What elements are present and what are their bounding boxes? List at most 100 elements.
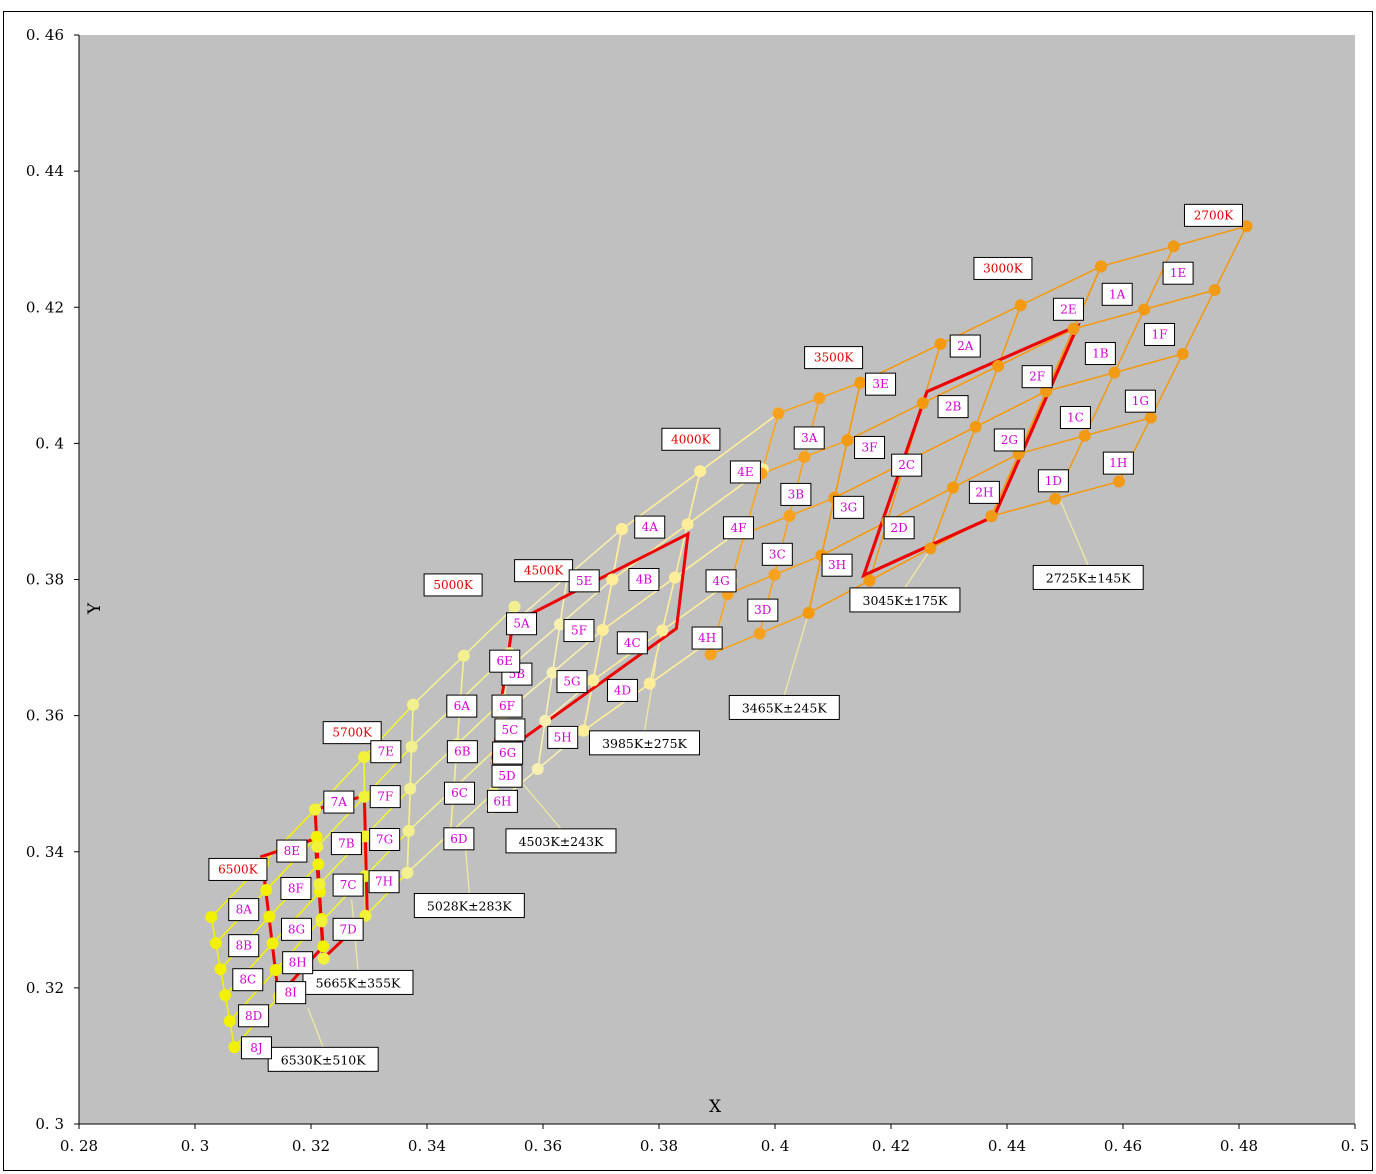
cct-label-box	[322, 721, 382, 745]
bin-label-box	[446, 740, 478, 764]
bin-label: 1A	[1109, 287, 1126, 301]
bin-label: 4A	[642, 520, 659, 534]
mesh-point	[1240, 220, 1253, 233]
bin-label-box	[1102, 451, 1134, 475]
bin-label-box	[228, 898, 260, 922]
bin-label: 4F	[730, 521, 746, 535]
bin-label-box	[280, 877, 312, 901]
bin-label: 2G	[1001, 433, 1018, 447]
bin-label-box	[854, 435, 886, 459]
range-label: 2725K±145K	[1046, 570, 1131, 585]
bin-labels: 6500K 5700K 5000K 4500K 4000K 3500K 3000K 2700K…	[208, 203, 1243, 1072]
bin-label: 3H	[828, 558, 846, 572]
mesh-row-line	[834, 390, 1047, 499]
y-axis-label: Y	[85, 602, 105, 615]
bin-label-box	[993, 428, 1025, 452]
y-tick-label: 0. 3	[35, 1115, 64, 1133]
mesh-point	[309, 803, 322, 816]
bin-label: 6B	[454, 745, 471, 759]
bin-label: 1G	[1132, 394, 1149, 408]
bin-label: 1B	[1092, 347, 1109, 361]
bin-label: 5F	[571, 624, 587, 638]
bin-label-box	[634, 515, 666, 539]
bin-label-box	[616, 631, 648, 655]
bin-label: 3A	[801, 431, 818, 445]
mesh-point	[1040, 385, 1053, 398]
bin-label-box	[370, 740, 402, 764]
bin-label-box	[276, 839, 308, 863]
bin-label-box	[486, 789, 518, 813]
range-label-box	[413, 893, 525, 919]
x-tick-label: 0. 3	[181, 1137, 210, 1155]
bin-label: 6F	[499, 699, 515, 713]
mesh-point	[656, 624, 669, 637]
x-tick-label: 0. 44	[988, 1137, 1026, 1155]
range-leader	[643, 661, 657, 731]
range-label: 3985K±275K	[602, 736, 687, 751]
bin-label-box	[491, 694, 523, 718]
mesh-point	[1138, 303, 1151, 316]
bin-label-box	[883, 516, 915, 540]
axes: 0. 28 0. 3 0. 32 0. 34 0. 36 0. 38 0. 4 0. 42 0.…	[26, 26, 1369, 1155]
bin-label-box	[240, 1036, 272, 1060]
bin-label: 8B	[235, 939, 252, 953]
bin-label: 4E	[737, 465, 753, 479]
bin-label: 1F	[1152, 327, 1168, 341]
mesh-point	[205, 911, 218, 924]
mesh-point	[1112, 475, 1125, 488]
bin-label-box	[628, 568, 660, 591]
x-tick-label: 0. 34	[408, 1137, 446, 1155]
mesh-point	[813, 392, 826, 405]
y-tick-label: 0. 42	[26, 298, 64, 316]
mesh-point	[798, 450, 811, 463]
cct-label-box	[661, 427, 721, 451]
mesh-point	[969, 420, 982, 433]
x-tick-label: 0. 32	[292, 1137, 330, 1155]
bin-label: 4G	[712, 574, 729, 588]
bin-label-box	[443, 827, 475, 851]
mesh-point	[863, 574, 876, 587]
mesh-point	[358, 790, 371, 803]
mesh-point	[1108, 366, 1121, 379]
bin-label-box	[491, 764, 523, 788]
bin-label: 7A	[331, 795, 348, 809]
range-label-box	[302, 969, 414, 995]
bin-label-box	[547, 725, 579, 749]
mesh-point	[577, 724, 590, 737]
bin-label-box	[332, 917, 364, 941]
mesh-point	[407, 698, 420, 711]
mesh-point	[1144, 411, 1157, 424]
mesh-point	[266, 937, 279, 950]
mesh-point	[223, 1015, 236, 1028]
mesh-point	[783, 509, 796, 522]
bin-label-box	[747, 598, 779, 622]
y-tick-label: 0. 46	[26, 26, 64, 44]
bin-label: 6E	[497, 654, 513, 668]
mesh-point	[704, 648, 717, 661]
x-tick-label: 0. 4	[761, 1137, 790, 1155]
mesh-point	[531, 763, 544, 776]
bin-label: 5D	[498, 769, 515, 783]
bin-label-box	[238, 1004, 270, 1028]
bin-label: 1H	[1109, 456, 1127, 470]
bin-label: 2F	[1029, 370, 1045, 384]
bin-label: 6A	[454, 699, 471, 713]
x-tick-label: 0. 5	[1341, 1137, 1370, 1155]
bin-label: 2H	[975, 485, 993, 499]
cct-label: 4500K	[524, 564, 565, 578]
bin-label: 8H	[289, 956, 307, 970]
bin-label-box	[492, 741, 524, 765]
mesh-point	[404, 782, 417, 795]
bin-label-box	[1124, 389, 1156, 413]
bin-label: 2A	[957, 339, 974, 353]
mesh-point	[802, 606, 815, 619]
bin-label-box	[323, 790, 355, 814]
bin-label-box	[1084, 342, 1116, 366]
cct-label-box	[973, 256, 1033, 280]
bin-label-box	[1162, 261, 1194, 285]
bin-label: 4H	[698, 631, 716, 645]
bin-label: 8G	[288, 922, 305, 936]
bin-label: 5G	[563, 675, 580, 689]
mesh-row-line	[859, 265, 1102, 384]
bin-label-box	[691, 626, 723, 650]
